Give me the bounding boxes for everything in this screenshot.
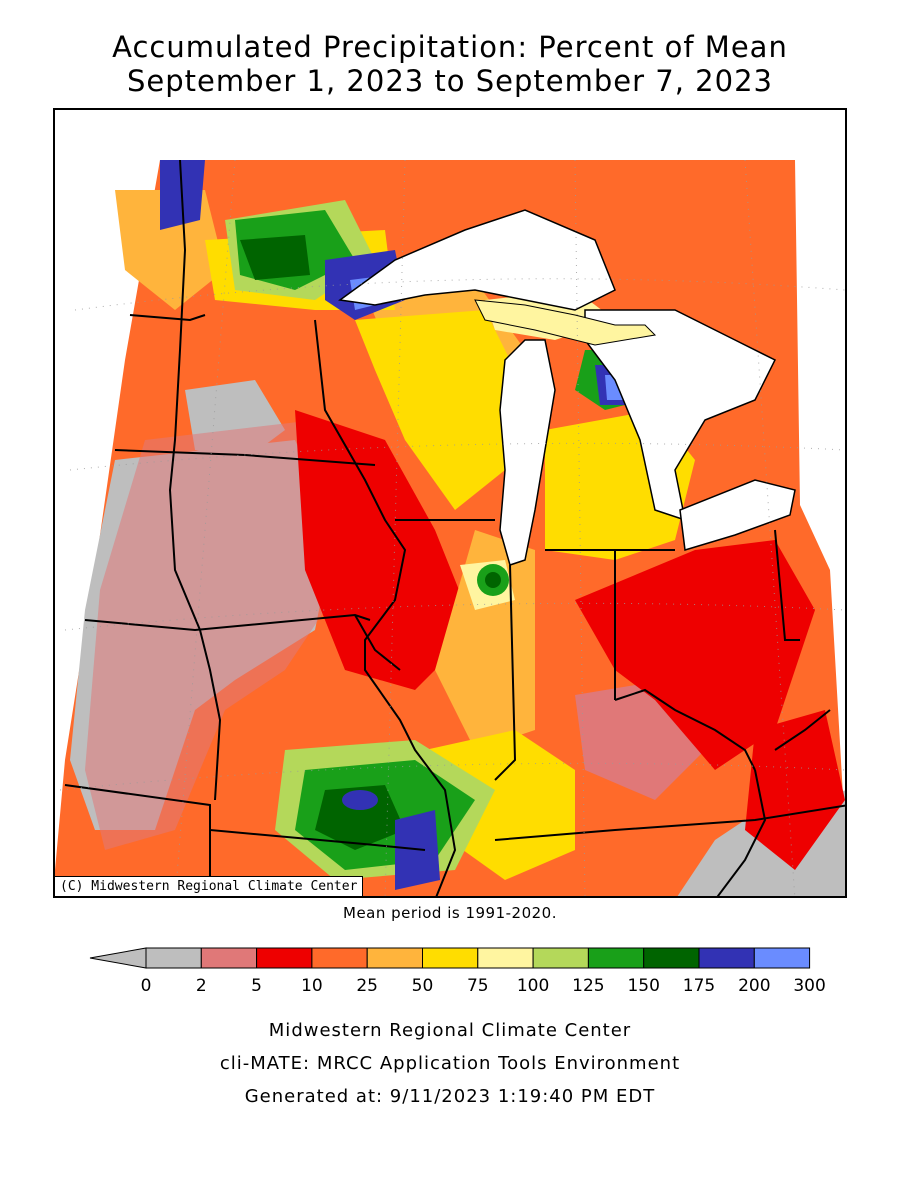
legend-arrow [89, 947, 147, 969]
darkgreen-zone-mn [240, 235, 310, 280]
red-zone-ohio [575, 540, 815, 770]
legend-swatch [587, 947, 645, 969]
lake-erie [679, 479, 796, 551]
legend-tick-label: 75 [466, 976, 489, 996]
legend-tick-label: 2 [195, 976, 207, 996]
color-legend [89, 947, 811, 969]
darkgreen-zone-mo [315, 785, 405, 850]
footer-organization: Midwestern Regional Climate Center [268, 1020, 632, 1041]
legend-tick-label: 125 [572, 976, 605, 996]
footer-generated-time: Generated at: 9/11/2023 1:19:40 PM EDT [244, 1086, 656, 1107]
blue-spot-mo [342, 790, 378, 810]
legend-tick-label: 200 [738, 976, 771, 996]
lake-superior [338, 209, 616, 311]
legend-tick-label: 5 [251, 976, 263, 996]
lake-michigan [499, 339, 556, 566]
legend-tick-label: 10 [301, 976, 323, 996]
legend-swatch [256, 947, 313, 969]
mean-period-note: Mean period is 1991-2020. [343, 904, 557, 922]
legend-tick-label: 0 [140, 976, 152, 996]
legend-swatch [643, 947, 700, 969]
yellow-zone-wi [355, 310, 515, 510]
legend-swatch [422, 947, 479, 969]
map-date-range: September 1, 2023 to September 7, 2023 [127, 64, 773, 98]
red-zone-iowa [295, 410, 475, 690]
legend-swatch [753, 947, 811, 969]
precipitation-map[interactable]: (C) Midwestern Regional Climate Center [53, 108, 847, 898]
legend-swatch [311, 947, 368, 969]
map-title: Accumulated Precipitation: Percent of Me… [112, 30, 788, 64]
darkgreen-spot-in [485, 572, 501, 588]
footer-application: cli-MATE: MRCC Application Tools Environ… [219, 1053, 681, 1074]
pink-zone-west [85, 420, 355, 850]
legend-swatch [532, 947, 589, 969]
legend-tick-label: 25 [356, 976, 379, 996]
legend-swatch [698, 947, 755, 969]
map-canvas [55, 110, 845, 896]
legend-swatch [477, 947, 534, 969]
legend-tick-label: 100 [516, 976, 550, 996]
legend-tick-label: 300 [793, 976, 826, 996]
legend-tick-label: 50 [411, 976, 434, 996]
lake-huron [584, 309, 777, 522]
legend-swatch [366, 947, 424, 969]
legend-tick-label: 150 [627, 976, 660, 996]
legend-swatch [145, 947, 202, 969]
state-boundaries [64, 159, 845, 896]
red-zone-southeast [745, 710, 845, 870]
upper-peninsula-land [474, 299, 657, 346]
legend-tick-label: 175 [682, 976, 716, 996]
graticule [59, 159, 845, 896]
legend-swatch [200, 947, 258, 969]
copyright-label: (C) Midwestern Regional Climate Center [55, 876, 364, 896]
